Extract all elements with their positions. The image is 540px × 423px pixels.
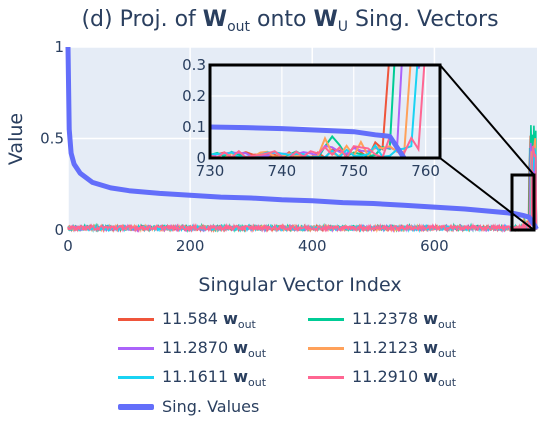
legend-swatch bbox=[118, 347, 154, 350]
projection-series-line bbox=[67, 144, 538, 234]
legend-swatch bbox=[118, 403, 154, 410]
legend-label: 11.2870 wout bbox=[162, 337, 267, 360]
title-sym2: W bbox=[313, 7, 337, 32]
inset-x-tick-label: 750 bbox=[339, 162, 368, 180]
x-axis-title: Singular Vector Index bbox=[198, 274, 401, 296]
legend-swatch bbox=[308, 318, 344, 321]
y-tick-label: 0 bbox=[54, 221, 64, 239]
title-middle: onto bbox=[250, 7, 313, 32]
legend-label: 11.2123 wout bbox=[352, 337, 457, 360]
sing-values-line bbox=[65, 46, 539, 231]
legend-item[interactable]: 11.2123 wout bbox=[308, 335, 498, 362]
inset-tick-labels: 730 740 750 760 0 0.1 0.2 0.3 bbox=[182, 56, 440, 180]
title-sym1: W bbox=[203, 7, 227, 32]
legend-label: Sing. Values bbox=[162, 397, 260, 416]
chart-svg: (d) Proj. of Wout onto WU Sing. Vectors … bbox=[5, 7, 539, 296]
inset-x-tick-label: 740 bbox=[268, 162, 297, 180]
inset-y-tick-label: 0 bbox=[196, 149, 206, 167]
main-tick-labels: 0 200 400 600 0 0.5 1 bbox=[40, 38, 449, 255]
inset-series-group bbox=[210, 65, 426, 158]
y-tick-label: 1 bbox=[54, 38, 64, 56]
zoom-box bbox=[510, 173, 536, 232]
legend-item[interactable]: 11.2378 wout bbox=[308, 306, 498, 333]
legend-swatch bbox=[118, 318, 154, 321]
title-sub2: U bbox=[338, 19, 348, 35]
y-axis-title: Value bbox=[5, 113, 27, 165]
x-tick-label: 400 bbox=[298, 237, 327, 255]
title-prefix: (d) Proj. of bbox=[81, 7, 202, 32]
legend-item[interactable]: 11.2870 wout bbox=[118, 335, 308, 362]
legend-label: 11.1611 wout bbox=[162, 366, 267, 389]
inset-y-tick-label: 0.3 bbox=[182, 56, 206, 74]
legend-swatch bbox=[308, 347, 344, 350]
legend-swatch bbox=[308, 376, 344, 379]
x-tick-label: 0 bbox=[63, 237, 73, 255]
x-tick-label: 200 bbox=[176, 237, 205, 255]
legend-grid: 11.584 wout 11.2378 wout 11.2870 wout 11.21… bbox=[118, 306, 518, 420]
x-tick-label: 600 bbox=[420, 237, 449, 255]
legend-item[interactable]: 11.2910 wout bbox=[308, 364, 498, 391]
zoom-connector-bottom bbox=[439, 157, 535, 231]
legend-item[interactable]: 11.584 wout bbox=[118, 306, 308, 333]
legend-label: 11.2910 wout bbox=[352, 366, 457, 389]
main-series-group bbox=[65, 46, 539, 234]
y-tick-label: 0.5 bbox=[40, 130, 64, 148]
title-sub1: out bbox=[227, 19, 250, 35]
inset-x-tick-label: 730 bbox=[196, 162, 225, 180]
inset-y-tick-label: 0.2 bbox=[182, 87, 206, 105]
inset-sing-values-line bbox=[210, 124, 407, 158]
inset-projection-line bbox=[210, 65, 426, 158]
zoom-connector-top bbox=[439, 64, 535, 176]
legend-label: 11.584 wout bbox=[162, 308, 256, 331]
inset-border bbox=[208, 63, 442, 160]
legend: 11.584 wout 11.2378 wout 11.2870 wout 11.21… bbox=[118, 306, 518, 420]
legend-item[interactable]: Sing. Values bbox=[118, 393, 308, 420]
inset-x-tick-label: 760 bbox=[411, 162, 440, 180]
legend-label: 11.2378 wout bbox=[352, 308, 457, 331]
title-suffix: Sing. Vectors bbox=[348, 7, 499, 32]
legend-swatch bbox=[118, 376, 154, 379]
legend-item[interactable]: 11.1611 wout bbox=[118, 364, 308, 391]
chart-title: (d) Proj. of Wout onto WU Sing. Vectors bbox=[81, 7, 498, 35]
inset-y-tick-label: 0.1 bbox=[182, 118, 206, 136]
